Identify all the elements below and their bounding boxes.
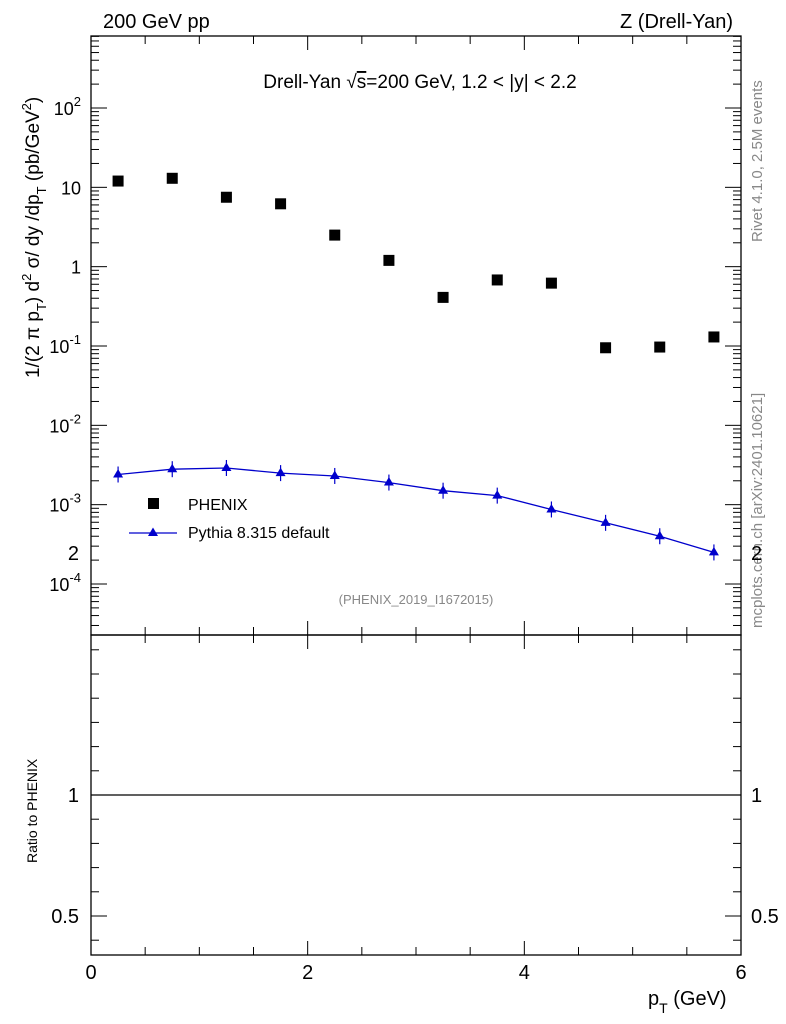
ylabel-e: σ/ dy /dp (23, 194, 44, 273)
phenix-point (220, 191, 232, 203)
tick-base: 10 (61, 178, 81, 198)
phenix-point (654, 341, 666, 353)
ratio-panel: 0.5 0.5 1 1 2 2 0 2 4 6 Ratio to PHENIX pT (GeV) (24, 543, 779, 1016)
legend-phenix-marker (148, 498, 159, 509)
pythia-point (167, 463, 178, 473)
tick-base: 10 (54, 99, 74, 119)
ylabel-b: T (34, 303, 49, 311)
rivet-label: Rivet 4.1.0, 2.5M events (749, 80, 766, 242)
phenix-point (383, 254, 395, 266)
pythia-point (438, 485, 449, 494)
x-tick-label: 6 (735, 962, 746, 984)
title-rest: =200 GeV, 1.2 < |y| < 2.2 (366, 72, 576, 93)
ylabel-f: T (34, 186, 49, 194)
main-y-tick-label: 10-4 (49, 570, 81, 595)
tick-exponent: -2 (69, 411, 81, 426)
ratio-y-tick-label: 2 (68, 543, 79, 565)
series-phenix (112, 172, 720, 354)
ylabel-i: ) (23, 97, 44, 103)
pythia-point (329, 470, 340, 479)
phenix-point (545, 277, 557, 289)
main-y-tick-label: 102 (54, 94, 81, 119)
ylabel-h: 2 (19, 103, 34, 110)
tick-exponent: -4 (69, 570, 81, 585)
x-tick-label: 2 (302, 962, 313, 984)
main-y-axis-label: 1/(2 π pT) d2 σ/ dy /dpT (pb/GeV2) (19, 97, 49, 378)
phenix-point (491, 274, 503, 286)
tick-base: 10 (49, 337, 69, 357)
ylabel-d: 2 (19, 274, 34, 281)
legend: PHENIX Pythia 8.315 default (129, 497, 330, 542)
main-frame (90, 35, 742, 636)
main-y-tick-label: 10-3 (49, 491, 81, 516)
phenix-point (600, 342, 612, 354)
phenix-point (275, 198, 287, 210)
tick-base: 10 (49, 416, 69, 436)
mcplots-label: mcplots.cern.ch [arXiv:2401.10621] (749, 393, 766, 628)
xlabel-unit: (GeV) (668, 988, 727, 1010)
legend-phenix-label: PHENIX (188, 497, 248, 514)
ratio-tick-labels: 0.5 0.5 1 1 2 2 0 2 4 6 (51, 543, 779, 984)
series-pythia (113, 459, 719, 561)
phenix-point (329, 229, 341, 241)
main-title: Drell-Yan √s=200 GeV, 1.2 < |y| < 2.2 (263, 72, 576, 93)
tick-base: 10 (49, 496, 69, 516)
analysis-watermark: (PHENIX_2019_I1672015) (339, 592, 494, 607)
phenix-point (166, 172, 178, 184)
tick-exponent: 2 (74, 94, 81, 109)
pythia-point (113, 469, 124, 478)
main-y-tick-label: 10-2 (49, 411, 81, 436)
phenix-point (437, 291, 449, 303)
ratio-y-tick-label-right: 2 (751, 543, 762, 565)
title-s: s (357, 72, 367, 93)
ratio-y-tick-label-right: 0.5 (751, 906, 779, 928)
pythia-point (546, 503, 557, 513)
xlabel-p: p (648, 988, 659, 1010)
ratio-y-tick-label-right: 1 (751, 785, 762, 807)
xlabel-sub: T (659, 1000, 668, 1016)
pythia-point (708, 546, 719, 556)
x-axis-label: pT (GeV) (648, 988, 727, 1016)
tick-exponent: -1 (69, 332, 81, 347)
ylabel-g: (pb/GeV (23, 110, 44, 186)
legend-pythia-marker (148, 527, 158, 536)
ratio-y-axis-label: Ratio to PHENIX (24, 758, 40, 863)
phenix-point (708, 331, 720, 343)
ylabel-c: ) d (23, 281, 44, 303)
tick-exponent: -3 (69, 491, 81, 506)
pythia-point (275, 467, 286, 477)
pythia-point (492, 490, 503, 499)
main-ticks (90, 35, 742, 635)
ratio-y-tick-label: 1 (68, 785, 79, 807)
ratio-y-tick-label: 0.5 (51, 906, 79, 928)
pythia-line (118, 467, 715, 554)
pythia-point (383, 477, 394, 486)
tick-base: 10 (49, 575, 69, 595)
title-sqrt: √ (346, 72, 357, 93)
main-y-tick-label: 10 (61, 178, 81, 198)
title-prefix: Drell-Yan (263, 72, 346, 93)
pythia-point (654, 530, 665, 540)
tick-base: 1 (71, 258, 81, 278)
x-tick-label: 0 (85, 962, 96, 984)
main-y-tick-label: 10-1 (49, 332, 81, 357)
phenix-point (112, 175, 124, 187)
header-left-label: 200 GeV pp (103, 11, 210, 33)
pythia-point (600, 517, 611, 526)
ratio-ticks (90, 635, 742, 955)
pythia-point (221, 462, 232, 471)
main-y-tick-label: 1 (71, 258, 81, 278)
x-tick-label: 4 (519, 962, 530, 984)
legend-pythia-label: Pythia 8.315 default (188, 525, 330, 542)
header-right-label: Z (Drell-Yan) (620, 11, 733, 33)
ylabel-a: 1/(2 π p (23, 311, 44, 378)
